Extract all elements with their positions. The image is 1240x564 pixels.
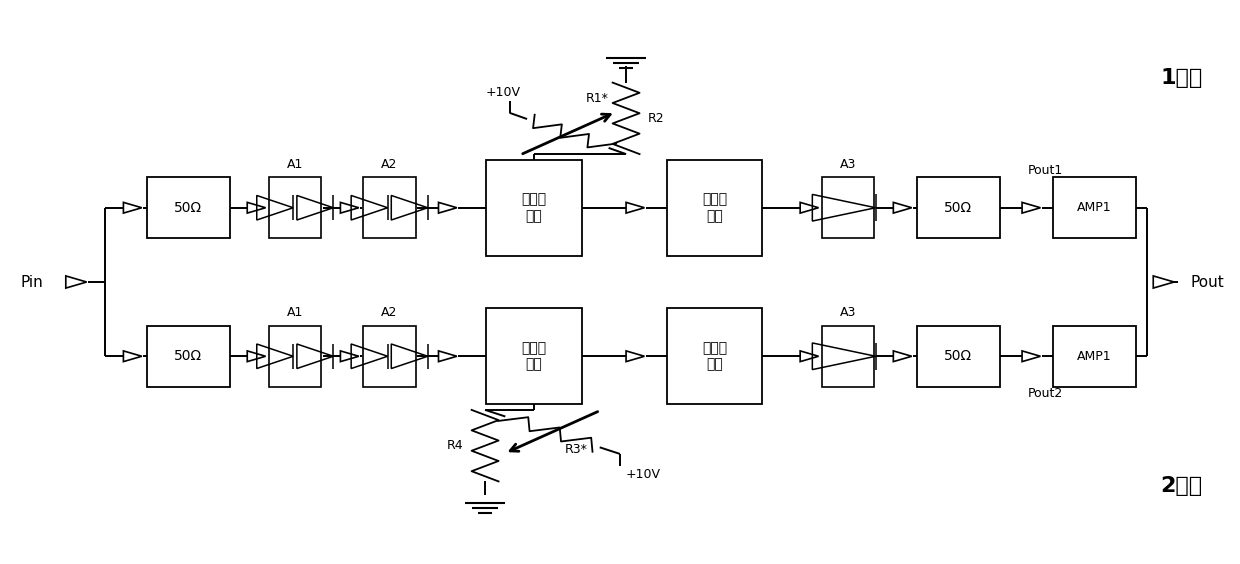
FancyBboxPatch shape bbox=[667, 160, 763, 256]
FancyBboxPatch shape bbox=[822, 326, 874, 387]
Text: +10V: +10V bbox=[626, 468, 661, 481]
FancyBboxPatch shape bbox=[486, 160, 582, 256]
Text: 50Ω: 50Ω bbox=[944, 349, 972, 363]
FancyBboxPatch shape bbox=[363, 177, 415, 238]
Text: A1: A1 bbox=[286, 158, 304, 171]
Text: 数字移
相器: 数字移 相器 bbox=[702, 341, 727, 371]
Text: A3: A3 bbox=[839, 158, 856, 171]
Text: Pout: Pout bbox=[1190, 275, 1224, 289]
Text: R3*: R3* bbox=[564, 443, 588, 456]
FancyBboxPatch shape bbox=[486, 308, 582, 404]
Text: Pin: Pin bbox=[21, 275, 43, 289]
FancyBboxPatch shape bbox=[269, 326, 321, 387]
FancyBboxPatch shape bbox=[363, 326, 415, 387]
FancyBboxPatch shape bbox=[1053, 178, 1136, 238]
Text: 2支路: 2支路 bbox=[1161, 475, 1203, 496]
Text: Pout2: Pout2 bbox=[1028, 386, 1064, 399]
Text: AMP1: AMP1 bbox=[1078, 350, 1112, 363]
FancyBboxPatch shape bbox=[822, 177, 874, 238]
FancyBboxPatch shape bbox=[667, 308, 763, 404]
Text: 数字移
相器: 数字移 相器 bbox=[702, 193, 727, 223]
FancyBboxPatch shape bbox=[916, 178, 999, 238]
Text: +10V: +10V bbox=[486, 86, 521, 99]
Text: 50Ω: 50Ω bbox=[175, 349, 202, 363]
Text: A3: A3 bbox=[839, 306, 856, 319]
Text: 1支路: 1支路 bbox=[1161, 68, 1203, 89]
Text: R2: R2 bbox=[649, 112, 665, 125]
Text: 电调移
相器: 电调移 相器 bbox=[522, 193, 547, 223]
FancyBboxPatch shape bbox=[916, 326, 999, 386]
Text: R1*: R1* bbox=[587, 91, 609, 104]
Text: A2: A2 bbox=[381, 158, 398, 171]
Text: A2: A2 bbox=[381, 306, 398, 319]
FancyBboxPatch shape bbox=[1053, 326, 1136, 386]
Text: 电调移
相器: 电调移 相器 bbox=[522, 341, 547, 371]
FancyBboxPatch shape bbox=[269, 177, 321, 238]
FancyBboxPatch shape bbox=[146, 178, 231, 238]
Text: 50Ω: 50Ω bbox=[175, 201, 202, 215]
Text: AMP1: AMP1 bbox=[1078, 201, 1112, 214]
Text: A1: A1 bbox=[286, 306, 304, 319]
Text: 50Ω: 50Ω bbox=[944, 201, 972, 215]
Text: R4: R4 bbox=[446, 439, 463, 452]
FancyBboxPatch shape bbox=[146, 326, 231, 386]
Text: Pout1: Pout1 bbox=[1028, 165, 1064, 178]
